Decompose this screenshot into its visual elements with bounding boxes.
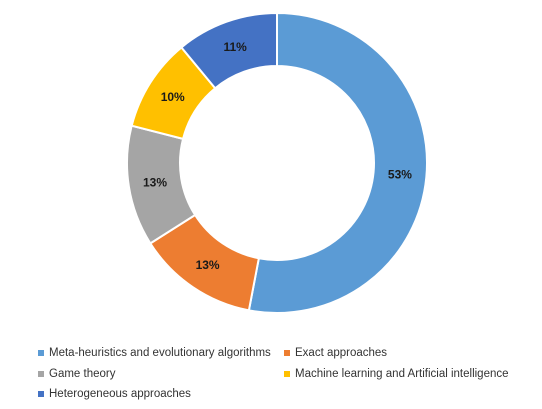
donut-slices [126,11,428,314]
slice-label-game-theory: 13% [143,175,167,189]
slice-label-machine-learning: 10% [161,90,185,104]
slice-label-heterogeneous: 11% [223,40,247,54]
slice-label-meta-heuristics: 53% [388,168,412,182]
slice-label-exact-approaches: 13% [196,258,220,272]
slice-meta-heuristics [247,11,428,314]
slice-labels: 53% 13% 13% 10% 11% [143,40,412,272]
slice-heterogeneous [179,11,278,90]
